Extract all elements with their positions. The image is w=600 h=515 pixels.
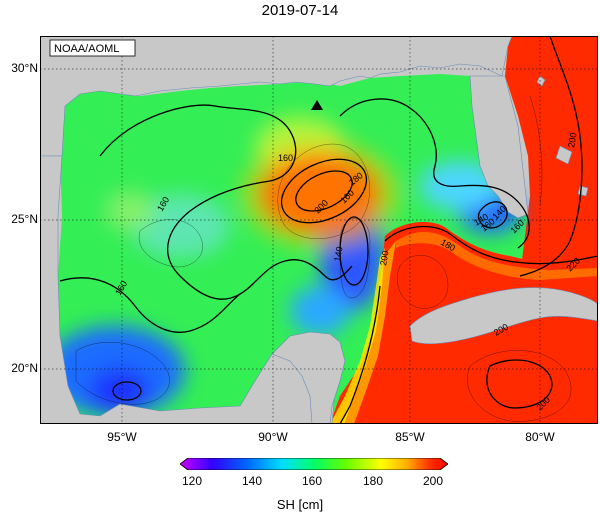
lon-label: 85°W [395,430,425,444]
yucatan [271,331,346,424]
land [40,36,598,424]
sea-height-map: 160 160 160 180 200 160 140 140 200 180 … [40,36,598,424]
lat-label: 25°N [11,212,38,226]
lat-label: 30°N [11,61,38,75]
colorbar-tick: 160 [301,474,323,488]
colorbar-tick: 200 [422,474,444,488]
colorbar [180,458,448,470]
attribution: NOAA/AOML [54,43,119,55]
map-title: 2019-07-14 [261,2,339,19]
atlantic-water [505,36,598,286]
cuba [409,287,598,345]
colorbar-tick: 180 [362,474,384,488]
contours [59,36,598,424]
lon-label: 90°W [258,430,288,444]
us-gulf-coast [40,36,513,157]
contour-label: 140 [332,246,344,263]
colorbar-tick: 120 [181,474,203,488]
lon-label: 80°W [525,430,555,444]
attribution-box [49,39,136,57]
bahamas [555,145,573,165]
colorbar-label: SH [cm] [276,497,324,512]
colorbar-tick: 140 [241,474,263,488]
contour-label: 160 [278,153,293,163]
lat-label: 20°N [11,361,38,375]
station-marker [311,100,323,110]
contour-label: 200 [378,250,390,267]
graticule [40,36,598,424]
florida [469,75,529,219]
contour-label: 200 [566,132,578,149]
lon-label: 95°W [107,430,137,444]
